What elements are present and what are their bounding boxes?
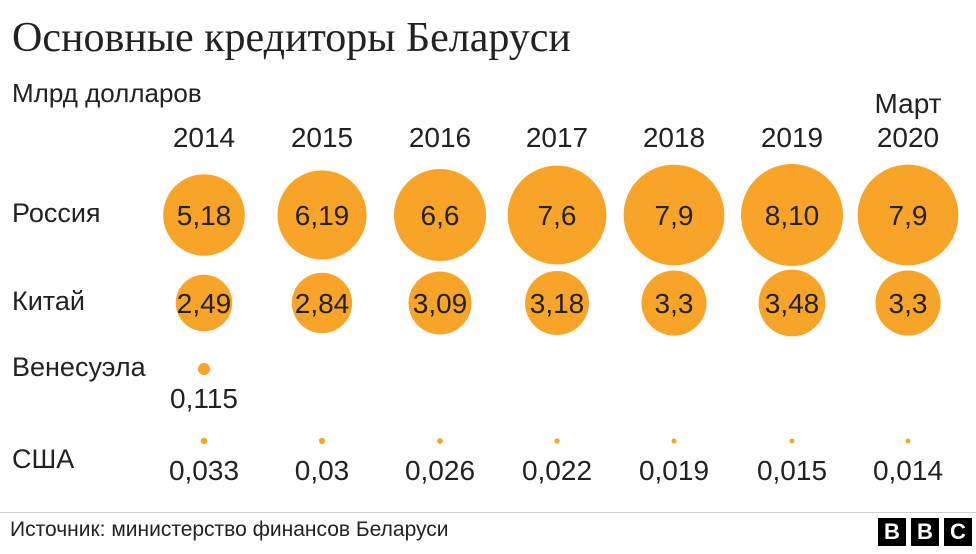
data-label: 0,03 bbox=[295, 455, 350, 486]
column-header: 2017 bbox=[526, 122, 588, 153]
data-label: 7,9 bbox=[889, 200, 928, 231]
source-note: Источник: министерство финансов Беларуси bbox=[10, 518, 449, 541]
logo-letter: B bbox=[878, 518, 906, 546]
row-label: США bbox=[12, 444, 74, 474]
data-label: 6,6 bbox=[421, 200, 460, 231]
row-label: Китай bbox=[12, 286, 85, 316]
data-label: 7,9 bbox=[655, 200, 694, 231]
data-bubble bbox=[671, 438, 677, 444]
data-label: 0,115 bbox=[170, 383, 238, 414]
column-header: 2014 bbox=[173, 122, 235, 153]
data-bubble bbox=[905, 438, 911, 444]
data-bubble bbox=[318, 437, 326, 445]
data-bubble bbox=[200, 437, 208, 445]
column-header: Март bbox=[875, 88, 942, 119]
data-label: 0,033 bbox=[169, 455, 239, 486]
data-bubble bbox=[875, 270, 941, 336]
data-bubble bbox=[741, 164, 843, 266]
data-bubble bbox=[554, 438, 560, 444]
data-bubble bbox=[408, 271, 472, 335]
data-label: 0,014 bbox=[873, 455, 943, 486]
row-label: Венесуэла bbox=[12, 352, 147, 382]
data-bubble bbox=[437, 438, 443, 444]
data-label: 2,84 bbox=[295, 288, 350, 319]
data-label: 3,3 bbox=[889, 288, 928, 319]
data-bubble bbox=[197, 362, 211, 376]
data-label: 0,019 bbox=[639, 455, 709, 486]
column-header: 2018 bbox=[643, 122, 705, 153]
data-label: 3,3 bbox=[655, 288, 694, 319]
chart-title: Основные кредиторы Беларуси bbox=[12, 15, 571, 61]
bbc-logo: B B C bbox=[878, 518, 972, 546]
logo-letter: B bbox=[911, 518, 939, 546]
footer-divider bbox=[0, 512, 976, 513]
column-header: 2016 bbox=[409, 122, 471, 153]
data-label: 7,6 bbox=[538, 200, 577, 231]
data-label: 3,09 bbox=[413, 288, 468, 319]
data-bubble bbox=[277, 170, 367, 260]
row-label: Россия bbox=[12, 198, 101, 228]
data-label: 0,022 bbox=[522, 455, 592, 486]
data-bubble bbox=[525, 271, 589, 335]
data-bubble bbox=[857, 164, 959, 266]
data-bubble bbox=[507, 165, 607, 265]
data-bubble bbox=[641, 270, 707, 336]
data-label: 0,026 bbox=[405, 455, 475, 486]
data-label: 3,18 bbox=[530, 288, 585, 319]
logo-letter: C bbox=[944, 518, 972, 546]
column-header: 2019 bbox=[761, 122, 823, 153]
data-label: 0,015 bbox=[757, 455, 827, 486]
data-bubble bbox=[163, 174, 245, 256]
data-bubble bbox=[623, 164, 725, 266]
column-header: 2015 bbox=[291, 122, 353, 153]
data-bubble bbox=[291, 272, 353, 334]
column-header: 2020 bbox=[877, 122, 939, 153]
data-bubble bbox=[393, 168, 487, 262]
unit-label: Млрд долларов bbox=[12, 78, 202, 108]
data-label: 2,49 bbox=[177, 288, 232, 319]
data-label: 5,18 bbox=[177, 200, 232, 231]
data-bubble bbox=[758, 269, 826, 337]
data-label: 8,10 bbox=[765, 200, 820, 231]
data-bubble bbox=[789, 438, 795, 444]
data-label: 3,48 bbox=[765, 288, 820, 319]
data-label: 6,19 bbox=[295, 200, 350, 231]
data-bubble bbox=[175, 274, 233, 332]
